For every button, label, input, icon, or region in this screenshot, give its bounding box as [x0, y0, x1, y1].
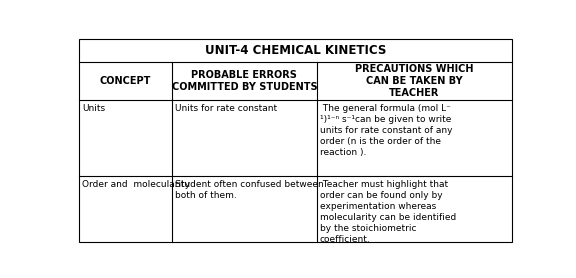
Text: CONCEPT: CONCEPT	[100, 76, 151, 86]
Text: Order and  molecularity: Order and molecularity	[82, 180, 190, 189]
Text: Units for rate constant: Units for rate constant	[175, 104, 277, 113]
Text: Student often confused between
both of them.: Student often confused between both of t…	[175, 180, 324, 200]
Text: Teacher must highlight that
order can be found only by
experimentation whereas
m: Teacher must highlight that order can be…	[320, 180, 456, 244]
Text: UNIT-4 CHEMICAL KINETICS: UNIT-4 CHEMICAL KINETICS	[204, 44, 386, 57]
Text: The general formula (mol L⁻
¹)¹⁻ⁿ s⁻¹can be given to write
units for rate consta: The general formula (mol L⁻ ¹)¹⁻ⁿ s⁻¹can…	[320, 104, 453, 157]
Text: PROBABLE ERRORS
COMMITTED BY STUDENTS: PROBABLE ERRORS COMMITTED BY STUDENTS	[172, 70, 317, 92]
Text: Units: Units	[82, 104, 105, 113]
Text: PRECAUTIONS WHICH
CAN BE TAKEN BY
TEACHER: PRECAUTIONS WHICH CAN BE TAKEN BY TEACHE…	[355, 64, 473, 98]
